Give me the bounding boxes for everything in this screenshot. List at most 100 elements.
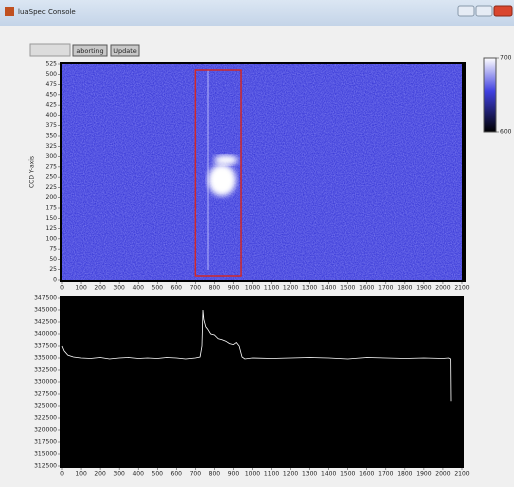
x-tick-label: 1300 bbox=[302, 285, 317, 292]
close-button[interactable] bbox=[494, 6, 512, 16]
y-tick-label: 125 bbox=[46, 225, 58, 232]
x-tick-label: 1900 bbox=[416, 471, 431, 478]
y-tick-label: 25 bbox=[49, 266, 57, 273]
maximize-button[interactable] bbox=[476, 6, 492, 16]
graph-tools[interactable] bbox=[30, 44, 70, 56]
y-tick-label: 200 bbox=[46, 194, 58, 201]
x-tick-label: 100 bbox=[75, 471, 87, 478]
y-tick-label: 225 bbox=[46, 184, 58, 191]
x-tick-label: 400 bbox=[132, 285, 144, 292]
x-tick-label: 700 bbox=[190, 471, 202, 478]
x-tick-label: 0 bbox=[60, 285, 64, 292]
page: luaSpec Console aborting Update 0 100 200 3… bbox=[0, 0, 514, 487]
x-tick-label: 1100 bbox=[264, 471, 279, 478]
x-tick-label: 1500 bbox=[340, 285, 355, 292]
x-tick-label: 500 bbox=[152, 471, 164, 478]
colorbar-tick-label: 700 bbox=[500, 55, 512, 62]
y-tick-label: 525 bbox=[46, 61, 58, 68]
y-tick-label: 275 bbox=[46, 163, 58, 170]
x-tick-label: 1100 bbox=[264, 285, 279, 292]
y-tick-label: 345000 bbox=[34, 307, 57, 314]
x-tick-label: 1800 bbox=[397, 285, 412, 292]
x-tick-label: 100 bbox=[75, 285, 87, 292]
x-tick-label: 600 bbox=[171, 471, 183, 478]
y-tick-label: 332500 bbox=[34, 367, 57, 374]
x-tick-label: 500 bbox=[152, 285, 164, 292]
y-tick-label: 150 bbox=[46, 215, 58, 222]
y-tick-label: 325000 bbox=[34, 403, 57, 410]
x-tick-label: 2100 bbox=[454, 471, 469, 478]
x-tick-label: 1200 bbox=[283, 471, 298, 478]
y-tick-label: 312500 bbox=[34, 463, 57, 470]
x-tick-label: 2000 bbox=[435, 471, 450, 478]
y-tick-label: 100 bbox=[46, 235, 58, 242]
y-tick-label: 315000 bbox=[34, 451, 57, 458]
x-tick-label: 600 bbox=[171, 285, 183, 292]
y-tick-label: 335000 bbox=[34, 355, 57, 362]
y-tick-label: 375 bbox=[46, 122, 58, 129]
x-tick-label: 700 bbox=[190, 285, 202, 292]
x-tick-label: 800 bbox=[209, 471, 221, 478]
x-tick-label: 900 bbox=[228, 471, 240, 478]
x-tick-label: 200 bbox=[94, 285, 106, 292]
y-tick-label: 0 bbox=[53, 277, 57, 284]
button-label: aborting bbox=[76, 47, 103, 55]
button-label: Update bbox=[113, 47, 137, 55]
x-tick-label: 1600 bbox=[359, 471, 374, 478]
x-tick-label: 1400 bbox=[321, 471, 336, 478]
x-tick-label: 300 bbox=[113, 471, 125, 478]
y-tick-label: 400 bbox=[46, 112, 58, 119]
x-tick-label: 300 bbox=[113, 285, 125, 292]
x-tick-label: 0 bbox=[60, 471, 64, 478]
minimize-button[interactable] bbox=[458, 6, 474, 16]
x-tick-label: 1500 bbox=[340, 471, 355, 478]
x-tick-label: 2100 bbox=[454, 285, 469, 292]
x-tick-label: 400 bbox=[132, 471, 144, 478]
y-tick-label: 250 bbox=[46, 174, 58, 181]
y-tick-label: 330000 bbox=[34, 379, 57, 386]
x-tick-label: 800 bbox=[209, 285, 221, 292]
x-tick-label: 1400 bbox=[321, 285, 336, 292]
x-tick-label: 2000 bbox=[435, 285, 450, 292]
x-tick-label: 1700 bbox=[378, 471, 393, 478]
y-tick-label: 300 bbox=[46, 153, 58, 160]
window: luaSpec Console aborting Update 0 100 200 3… bbox=[0, 0, 514, 487]
y-tick-label: 450 bbox=[46, 91, 58, 98]
y-tick-label: 325 bbox=[46, 143, 58, 150]
x-tick-label: 1600 bbox=[359, 285, 374, 292]
colorbar bbox=[484, 58, 496, 132]
y-tick-label: 320000 bbox=[34, 427, 57, 434]
y-tick-label: 500 bbox=[46, 71, 58, 78]
x-tick-label: 900 bbox=[228, 285, 240, 292]
y-tick-label: 322500 bbox=[34, 415, 57, 422]
x-tick-label: 1000 bbox=[245, 285, 260, 292]
colorbar-tick-label: 600 bbox=[500, 129, 512, 136]
y-tick-label: 350 bbox=[46, 133, 58, 140]
plot-frame bbox=[60, 296, 464, 468]
y-tick-label: 347500 bbox=[34, 295, 57, 302]
x-tick-label: 1000 bbox=[245, 471, 260, 478]
title-bar bbox=[0, 0, 514, 26]
image-spot bbox=[214, 155, 238, 165]
y-tick-label: 50 bbox=[49, 256, 57, 263]
x-tick-label: 1200 bbox=[283, 285, 298, 292]
y-tick-label: 340000 bbox=[34, 331, 57, 338]
app-icon bbox=[5, 7, 14, 16]
y-tick-label: 75 bbox=[49, 246, 57, 253]
y-tick-label: 175 bbox=[46, 205, 58, 212]
x-tick-label: 200 bbox=[94, 471, 106, 478]
window-title: luaSpec Console bbox=[18, 8, 76, 16]
y-tick-label: 342500 bbox=[34, 319, 57, 326]
y-tick-label: 327500 bbox=[34, 391, 57, 398]
y-tick-label: 425 bbox=[46, 102, 58, 109]
x-tick-label: 1300 bbox=[302, 471, 317, 478]
image-spot bbox=[208, 164, 236, 196]
x-tick-label: 1700 bbox=[378, 285, 393, 292]
image-noise bbox=[62, 64, 462, 280]
y-tick-label: 317500 bbox=[34, 439, 57, 446]
y-tick-label: 475 bbox=[46, 81, 58, 88]
x-tick-label: 1800 bbox=[397, 471, 412, 478]
y-axis-label: CCD Y-axis bbox=[29, 156, 36, 188]
x-tick-label: 1900 bbox=[416, 285, 431, 292]
y-tick-label: 337500 bbox=[34, 343, 57, 350]
